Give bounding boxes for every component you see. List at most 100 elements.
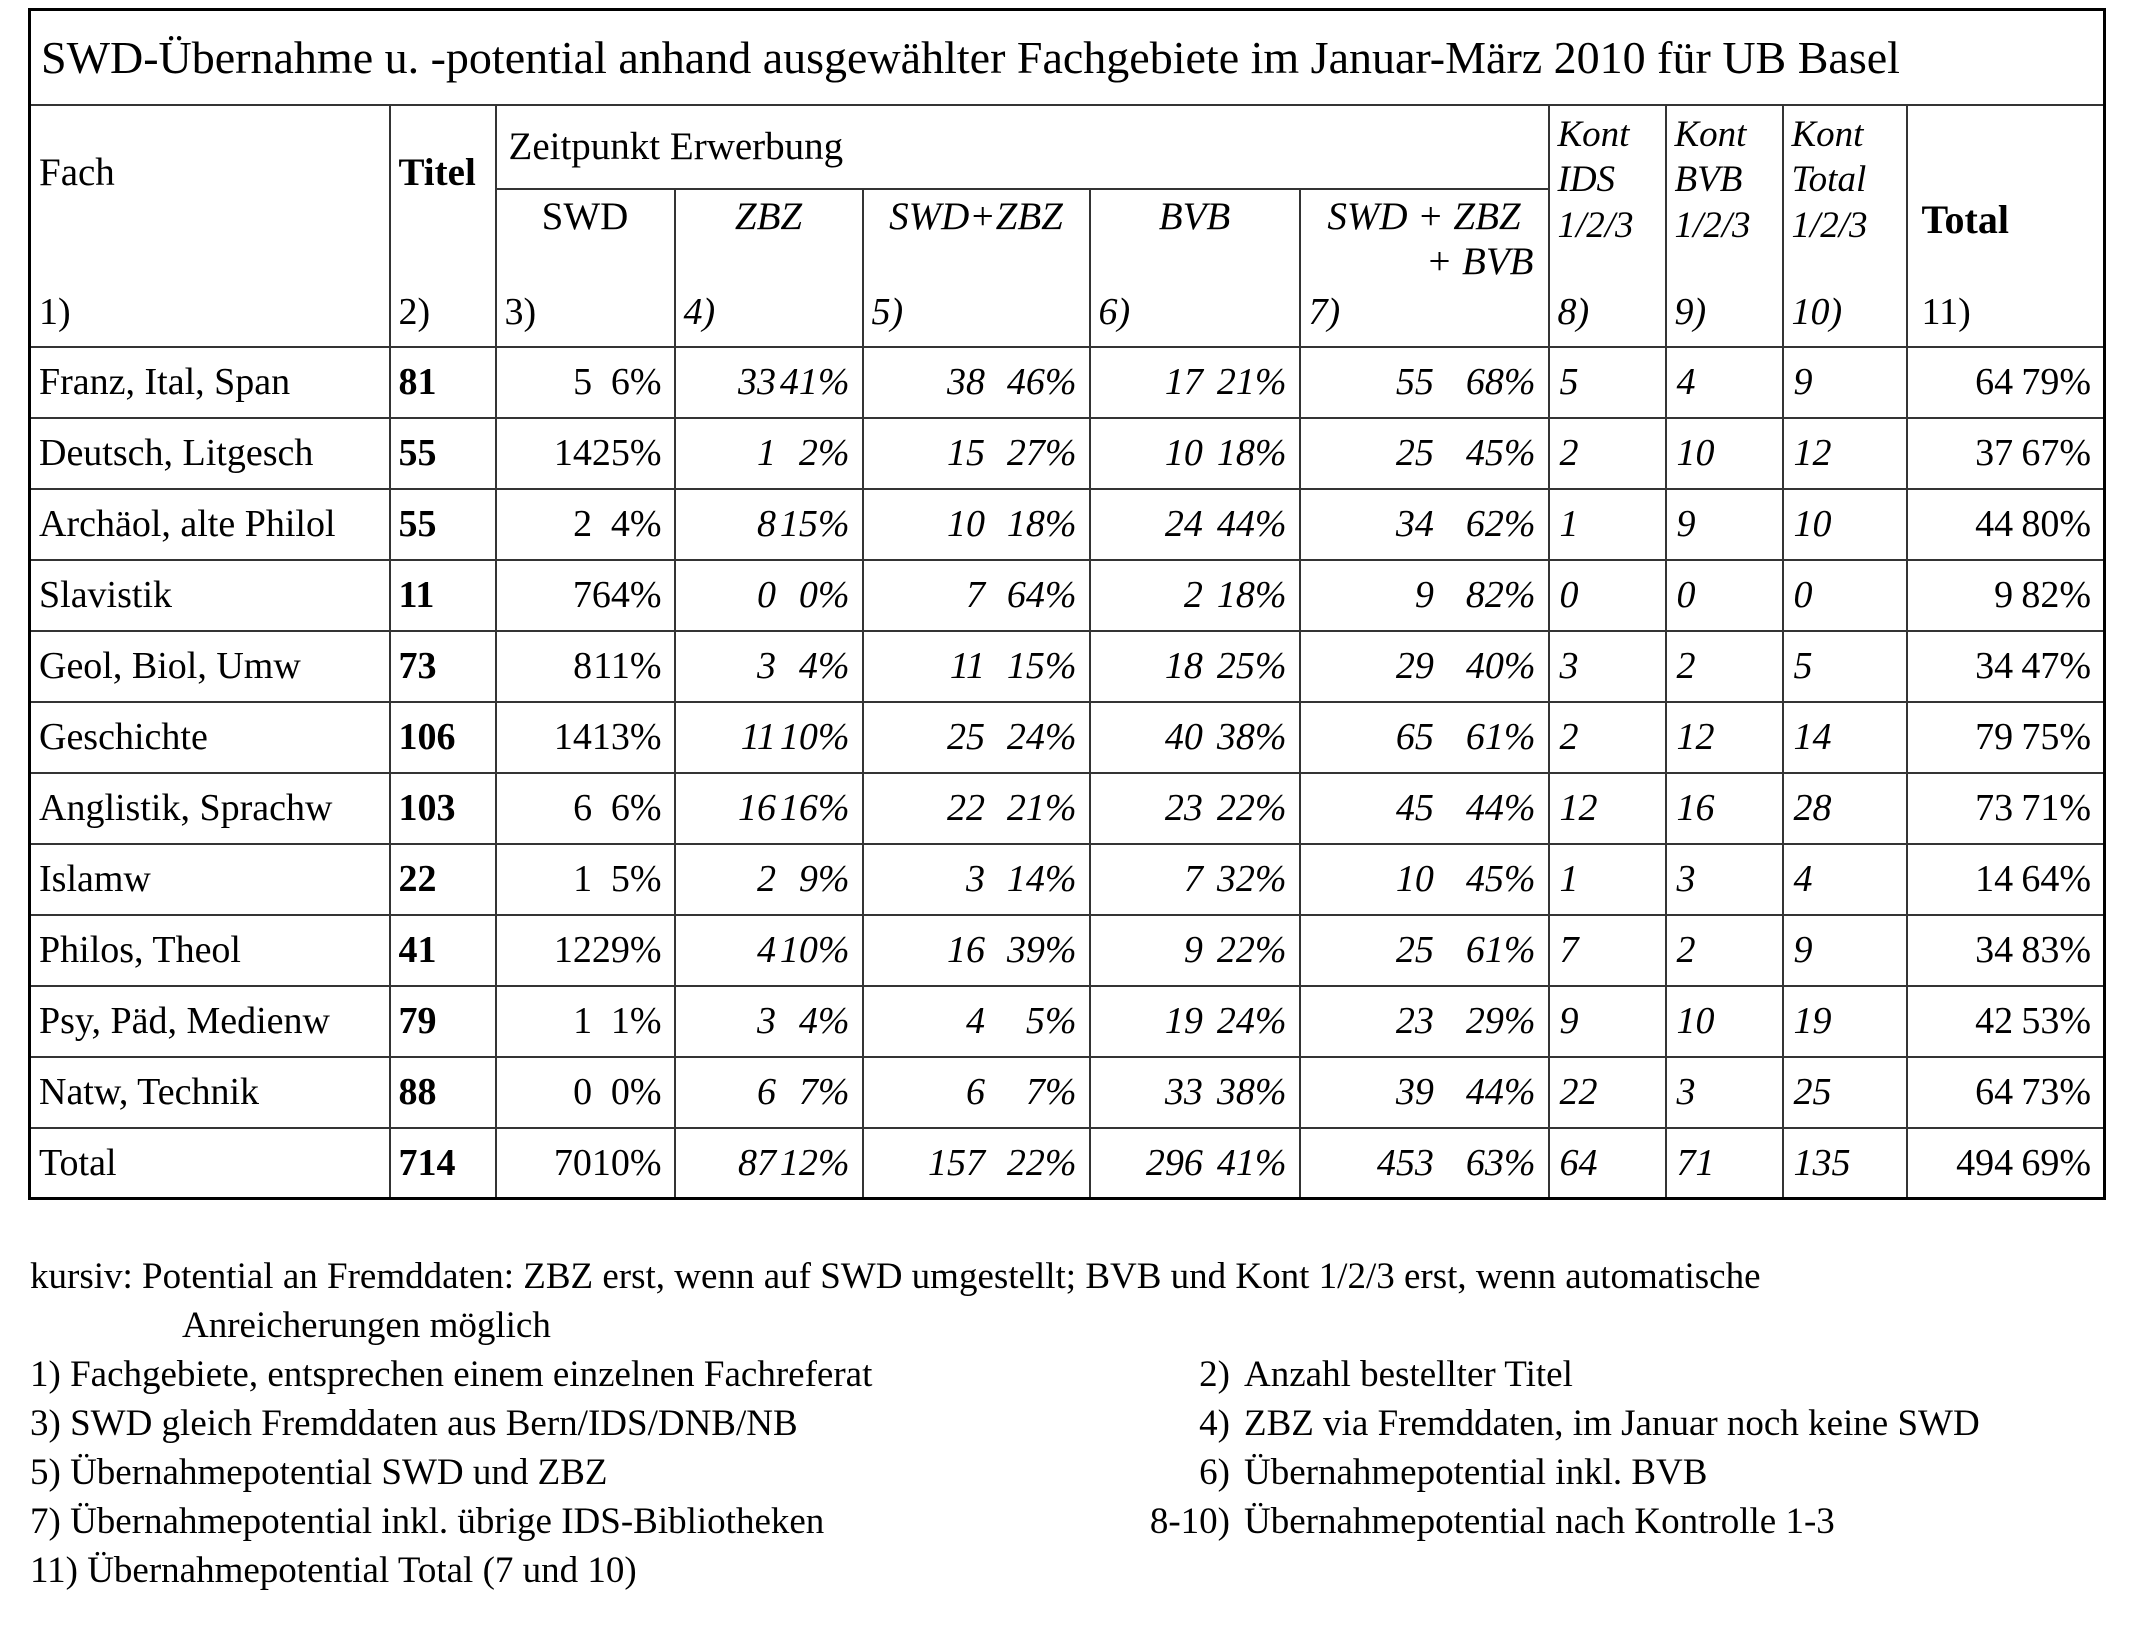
swd-zbz-bvb-cell: 10 45% <box>1298 842 1550 916</box>
swd-zbz-cell: 22 21% <box>861 771 1091 845</box>
kont-bvb-cell: 0 <box>1664 558 1784 632</box>
bvb-cell: 33 38% <box>1088 1055 1301 1129</box>
total-cell: 42 53% <box>1905 984 2106 1058</box>
titel-cell: 55 <box>388 487 497 561</box>
total-cell: 37 67% <box>1905 416 2106 490</box>
zbz-cell: 3 4% <box>673 629 864 703</box>
total-cell: 73 71% <box>1905 771 2106 845</box>
kont-total-cell: 5 <box>1781 629 1908 703</box>
kont-bvb-cell: 2 <box>1664 629 1784 703</box>
footnote-8-10: 8-10) Übernahmepotential nach Kontrolle … <box>1149 1501 1835 1542</box>
total-header-number: 11) <box>1921 290 1971 333</box>
fach-cell: Total <box>28 1126 391 1200</box>
swd-zbz-cell: 25 24% <box>861 700 1091 774</box>
fach-header-label: Fach <box>39 150 115 194</box>
swd-cell: 7 64% <box>494 558 676 632</box>
table-row: Anglistik, Sprachw 103 6 6% 16 16% 22 21% 2… <box>28 771 2106 845</box>
footnote-row: 1) Fachgebiete, entsprechen einem einzel… <box>30 1350 2142 1399</box>
total-cell: 64 79% <box>1905 345 2106 419</box>
swd-cell: 70 10% <box>494 1126 676 1200</box>
kont-total-cell: 19 <box>1781 984 1908 1058</box>
kont-total-cell: 14 <box>1781 700 1908 774</box>
kont-bvb-cell: 4 <box>1664 345 1784 419</box>
swd-cell: 1 5% <box>494 842 676 916</box>
swd-cell: 8 11% <box>494 629 676 703</box>
titel-cell: 103 <box>388 771 497 845</box>
swd-zbz-cell: 15 27% <box>861 416 1091 490</box>
table-row: Archäol, alte Philol 55 2 4% 8 15% 10 18% 2… <box>28 487 2106 561</box>
kont-ids-cell: 1 <box>1547 842 1667 916</box>
kont-ids-number: 8) <box>1557 290 1590 333</box>
col-header-titel: Titel 2) <box>388 103 497 348</box>
bvb-cell: 2 18% <box>1088 558 1301 632</box>
kont-total-cell: 0 <box>1781 558 1908 632</box>
total-cell: 64 73% <box>1905 1055 2106 1129</box>
kont-ids-cell: 0 <box>1547 558 1667 632</box>
total-cell: 494 69% <box>1905 1126 2106 1200</box>
kont-bvb-cell: 3 <box>1664 842 1784 916</box>
kont-total-cell: 25 <box>1781 1055 1908 1129</box>
zbz-cell: 3 4% <box>673 984 864 1058</box>
kont-total-cell: 10 <box>1781 487 1908 561</box>
total-header-label: Total <box>1921 196 2009 242</box>
footnote-kursiv-line1: kursiv: Potential an Fremddaten: ZBZ ers… <box>30 1256 1761 1297</box>
footnote-row: 11) Übernahmepotential Total (7 und 10) <box>30 1546 2142 1595</box>
bvb-cell: 18 25% <box>1088 629 1301 703</box>
kont-total-cell: 9 <box>1781 345 1908 419</box>
zbz-cell: 33 41% <box>673 345 864 419</box>
col-header-swd: SWD 3) <box>494 187 676 348</box>
col-header-kont-bvb: Kont BVB 1/2/3 9) <box>1664 103 1784 348</box>
footnote-kursiv-line2: Anreicherungen möglich <box>182 1305 551 1346</box>
swd-cell: 14 25% <box>494 416 676 490</box>
kont-bvb-cell: 71 <box>1664 1126 1784 1200</box>
swd-zbz-cell: 16 39% <box>861 913 1091 987</box>
zbz-cell: 11 10% <box>673 700 864 774</box>
total-cell: 9 82% <box>1905 558 2106 632</box>
header-row-top: Fach 1) Titel 2) Zeitpunkt Erwerbung Kon… <box>28 103 2106 348</box>
kont-total-number: 10) <box>1791 290 1843 333</box>
footnote-row: 3) SWD gleich Fremddaten aus Bern/IDS/DN… <box>30 1399 2142 1448</box>
header-row-sub: SWD 3) ZBZ 4) SWD+ZBZ 5) BVB 6) <box>30 187 2105 348</box>
titel-header-label: Titel <box>398 150 476 194</box>
bvb-cell: 9 22% <box>1088 913 1301 987</box>
kont-bvb-cell: 10 <box>1664 416 1784 490</box>
fach-cell: Slavistik <box>28 558 391 632</box>
footnote-3: 3) SWD gleich Fremddaten aus Bern/IDS/DN… <box>30 1403 798 1444</box>
kont-bvb-label: Kont BVB 1/2/3 <box>1674 113 1751 247</box>
titel-cell: 88 <box>388 1055 497 1129</box>
kont-ids-cell: 2 <box>1547 700 1667 774</box>
kont-ids-cell: 1 <box>1547 487 1667 561</box>
kont-bvb-cell: 2 <box>1664 913 1784 987</box>
footnotes: kursiv: Potential an Fremddaten: ZBZ ers… <box>30 1252 2142 1595</box>
zbz-cell: 6 7% <box>673 1055 864 1129</box>
kont-bvb-cell: 16 <box>1664 771 1784 845</box>
swd-zbz-bvb-cell: 55 68% <box>1298 345 1550 419</box>
bvb-cell: 23 22% <box>1088 771 1301 845</box>
table-row: Total 714 70 10% 87 12% 157 22% 296 41% 453 6… <box>28 1126 2106 1200</box>
fach-cell: Archäol, alte Philol <box>28 487 391 561</box>
footnote-2: 2) Anzahl bestellter Titel <box>1199 1354 1573 1395</box>
total-cell: 14 64% <box>1905 842 2106 916</box>
kont-ids-cell: 22 <box>1547 1055 1667 1129</box>
kont-bvb-cell: 12 <box>1664 700 1784 774</box>
table-row: Franz, Ital, Span 81 5 6% 33 41% 38 46% 17 2… <box>28 345 2106 419</box>
kont-total-cell: 135 <box>1781 1126 1908 1200</box>
swd-zbz-cell: 4 5% <box>861 984 1091 1058</box>
zbz-cell: 4 10% <box>673 913 864 987</box>
footnote-11: 11) Übernahmepotential Total (7 und 10) <box>30 1550 637 1591</box>
swd-zbz-bvb-cell: 39 44% <box>1298 1055 1550 1129</box>
swd-cell: 6 6% <box>494 771 676 845</box>
swd-zbz-bvb-cell: 25 45% <box>1298 416 1550 490</box>
bvb-cell: 40 38% <box>1088 700 1301 774</box>
swd-zbz-cell: 7 64% <box>861 558 1091 632</box>
titel-cell: 22 <box>388 842 497 916</box>
fach-cell: Islamw <box>28 842 391 916</box>
swd-cell: 5 6% <box>494 345 676 419</box>
table-body: Franz, Ital, Span 81 5 6% 33 41% 38 46% 17 2… <box>28 345 2106 1200</box>
titel-cell: 79 <box>388 984 497 1058</box>
table-title: SWD-Übernahme u. -potential anhand ausge… <box>28 8 2106 106</box>
swd-zbz-bvb-cell: 34 62% <box>1298 487 1550 561</box>
footnote-1: 1) Fachgebiete, entsprechen einem einzel… <box>30 1354 873 1395</box>
titel-cell: 81 <box>388 345 497 419</box>
swd-zbz-cell: 3 14% <box>861 842 1091 916</box>
